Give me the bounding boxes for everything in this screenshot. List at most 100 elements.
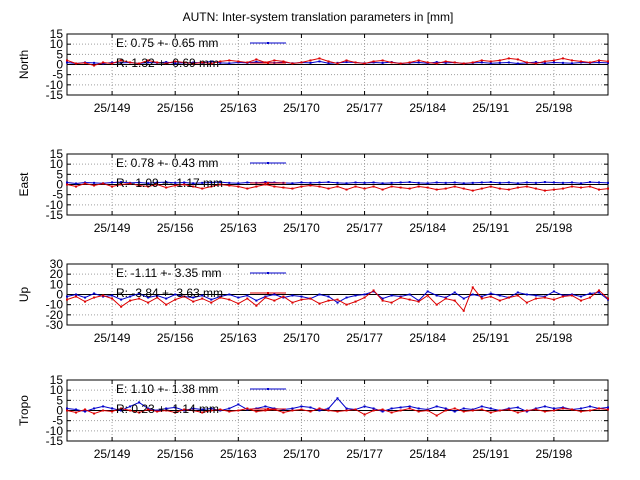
data-point-E [66,181,68,184]
data-point-E [435,294,438,297]
data-point-R [102,409,105,412]
data-point-R [201,187,204,190]
data-point-E [363,405,366,408]
data-point-R [453,407,456,410]
data-point-R [111,410,114,413]
data-point-R [435,303,438,306]
data-point-R [570,185,573,188]
data-point-E [156,181,159,184]
data-point-E [318,60,321,63]
data-point-E [372,61,375,64]
data-point-E [498,61,501,64]
data-point-E [237,403,240,406]
data-point-R [426,409,429,412]
data-point-R [498,409,501,412]
x-tick-label: 25/163 [220,221,257,235]
data-point-E [255,299,258,302]
data-point-R [525,301,528,304]
data-point-R [480,408,483,411]
data-point-R [354,61,357,64]
x-tick-label: 25/156 [157,221,194,235]
data-point-R [345,188,348,191]
data-point-R [516,58,519,61]
data-point-R [561,295,564,298]
y-tick-label: -15 [46,88,64,102]
data-point-E [381,61,384,64]
data-point-R [561,407,564,410]
data-point-R [336,410,339,413]
data-point-R [165,62,168,65]
x-tick-label: 25/149 [94,331,131,345]
data-point-E [561,181,564,184]
data-point-R [174,60,177,63]
data-point-R [273,185,276,188]
data-point-R [417,300,420,303]
data-point-R [120,183,123,186]
data-point-E [417,61,420,64]
data-point-E [363,181,366,184]
data-point-R [354,408,357,411]
data-point-E [552,407,555,410]
data-point-E [201,408,204,411]
data-point-E [444,407,447,410]
data-point-R [525,185,528,188]
data-point-E [138,401,141,404]
data-point-R [597,188,600,191]
data-point-R [237,60,240,63]
data-point-E [435,405,438,408]
data-point-R [237,302,240,305]
data-point-R [192,185,195,188]
data-point-E [246,181,249,184]
data-point-E [147,407,150,410]
data-point-E [561,61,564,64]
data-point-E [210,60,213,63]
data-point-E [66,295,68,298]
data-point-E [147,296,150,299]
data-point-R [138,297,141,300]
data-point-R [516,294,519,297]
data-point-E [471,293,474,296]
data-point-R [210,62,213,65]
data-point-R [129,182,132,185]
data-point-E [273,181,276,184]
data-point-R [345,409,348,412]
data-point-R [372,289,375,292]
data-point-R [120,305,123,308]
data-point-E [607,181,609,184]
x-tick-label: 25/163 [220,331,257,345]
data-point-R [435,188,438,191]
data-point-E [516,182,519,185]
data-point-R [264,409,267,412]
data-point-R [192,300,195,303]
data-point-R [462,187,465,190]
data-point-R [489,295,492,298]
data-point-R [282,411,285,414]
data-point-E [318,293,321,296]
data-point-R [534,297,537,300]
data-point-R [390,185,393,188]
data-point-R [237,185,240,188]
data-point-E [507,181,510,184]
data-point-R [498,59,501,62]
x-tick-label: 25/149 [94,447,131,461]
data-point-E [102,62,105,65]
data-point-E [435,61,438,64]
data-point-R [183,61,186,64]
data-point-E [534,407,537,410]
data-point-E [228,62,231,65]
data-point-R [543,189,546,192]
data-point-R [363,62,366,65]
data-point-R [426,294,429,297]
data-point-R [336,62,339,65]
legend-marker-R [267,408,269,410]
data-point-E [426,182,429,185]
data-point-E [156,409,159,412]
data-point-R [210,185,213,188]
data-point-E [345,182,348,185]
data-point-E [210,407,213,410]
data-point-R [201,61,204,64]
y-tick-label: 20 [50,267,64,281]
data-point-R [480,297,483,300]
